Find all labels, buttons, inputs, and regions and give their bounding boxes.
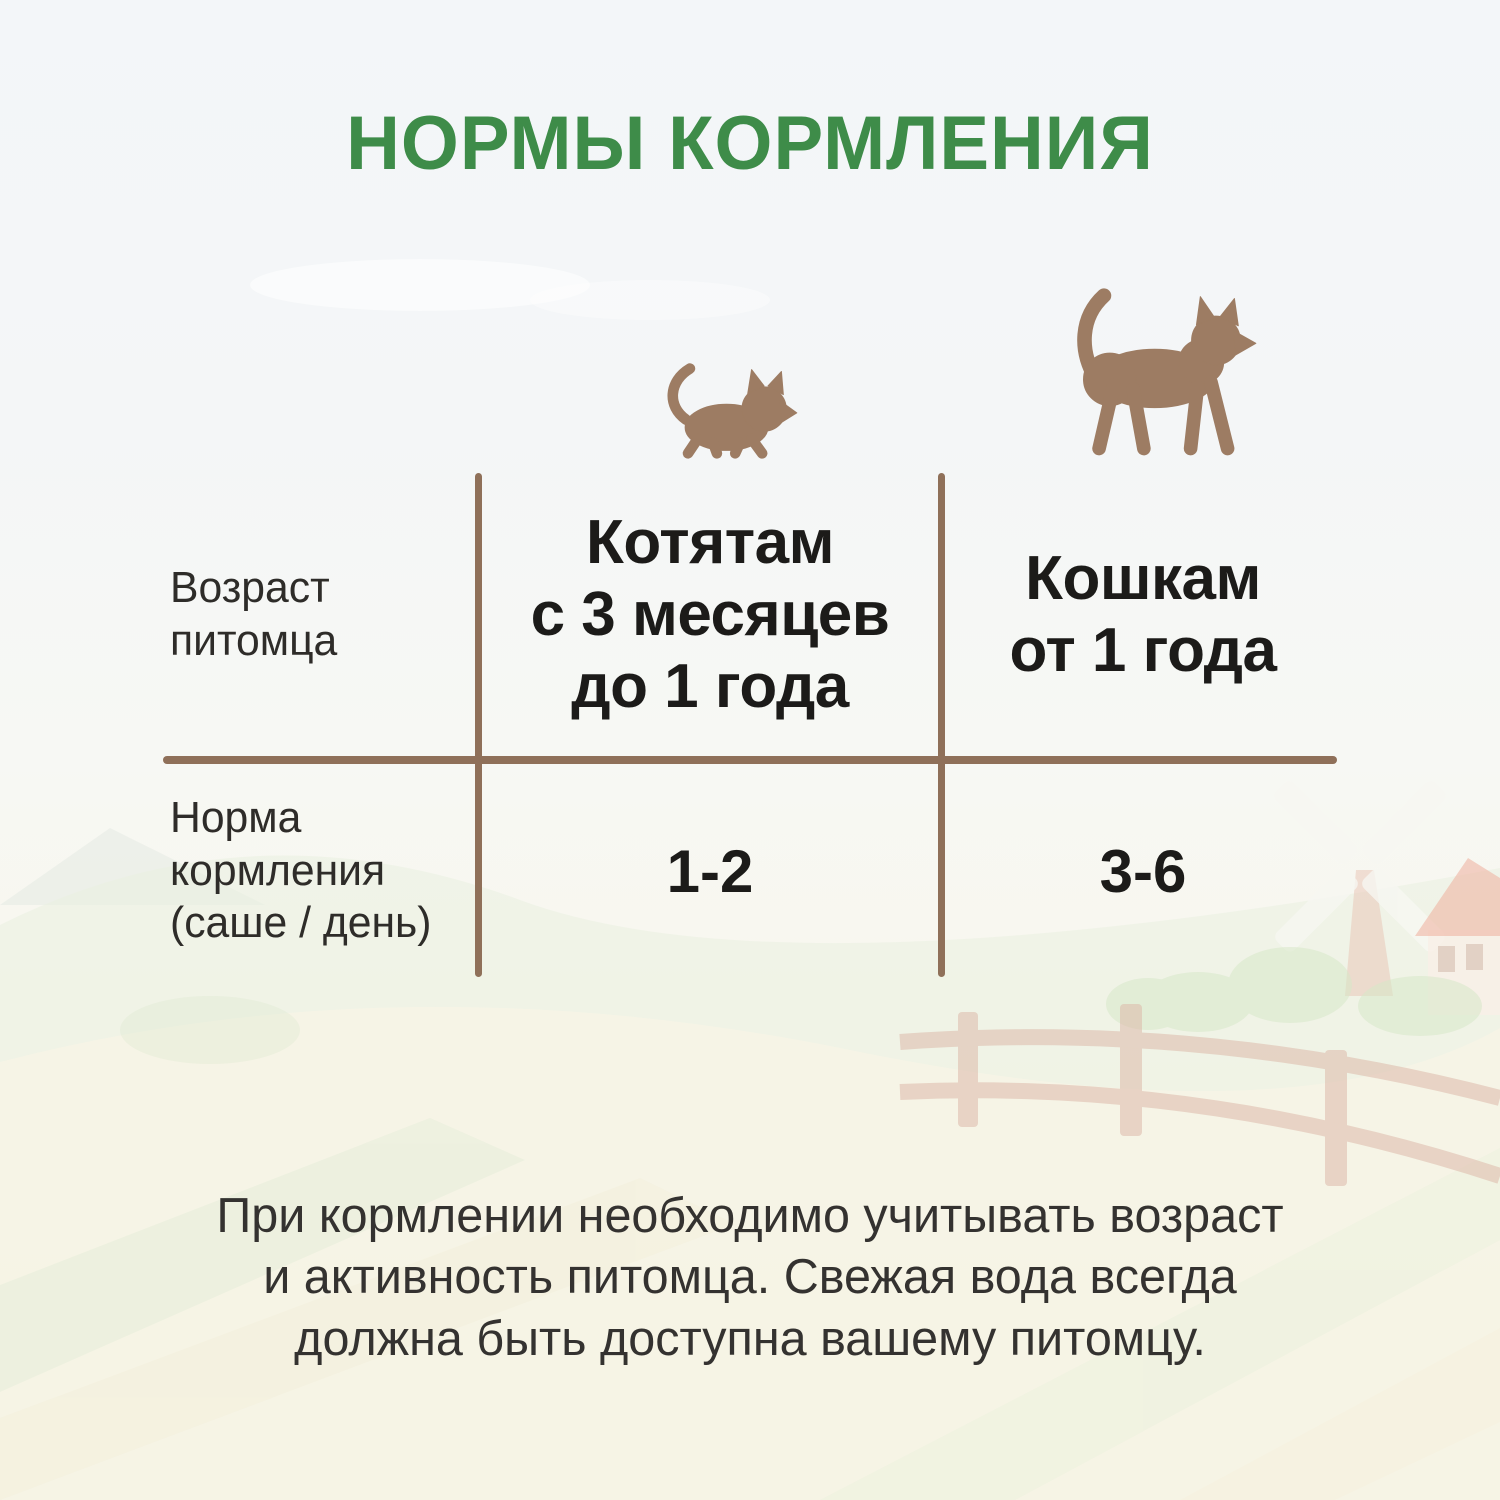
table-value-cats: 3-6 — [1099, 837, 1187, 905]
table-row-label-age: Возраст питомца — [170, 563, 338, 665]
background-bushes — [120, 947, 1482, 1064]
feeding-note: При кормлении необходимо учитывать возра… — [216, 1189, 1284, 1366]
table-value-kittens: 1-2 — [666, 837, 754, 905]
table-horizontal-divider — [163, 756, 1337, 764]
background-field-stripes — [0, 1118, 1500, 1500]
windmill-icon — [1274, 781, 1446, 996]
table-vertical-divider-right — [938, 473, 945, 977]
table-row-label-feeding-norm: Норма кормления (саше / день) — [170, 792, 432, 948]
table-vertical-divider-left — [475, 473, 482, 977]
fence-icon — [899, 1004, 1500, 1186]
kitten-silhouette-icon — [667, 363, 798, 459]
page-title: НОРМЫ КОРМЛЕНИЯ — [346, 101, 1154, 186]
table-header-cats: Кошкам от 1 года — [1009, 544, 1277, 685]
table-header-kittens: Котятам с 3 месяцев до 1 года — [530, 508, 890, 721]
background-clouds — [250, 259, 770, 320]
adult-cat-silhouette-icon — [1077, 288, 1257, 456]
